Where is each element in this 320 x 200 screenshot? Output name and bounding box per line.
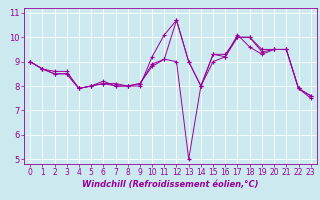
X-axis label: Windchill (Refroidissement éolien,°C): Windchill (Refroidissement éolien,°C) — [82, 180, 259, 189]
